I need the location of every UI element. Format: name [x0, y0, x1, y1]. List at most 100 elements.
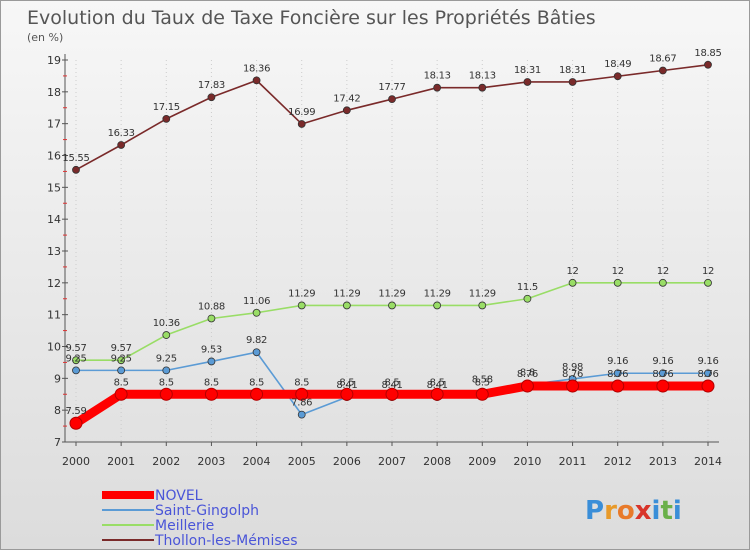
data-point [658, 66, 667, 75]
y-tick-label: 8 [54, 404, 61, 417]
data-point [388, 95, 396, 104]
data-point [162, 366, 171, 375]
data-label: 8.41 [381, 380, 402, 391]
data-point [72, 165, 80, 174]
data-point [613, 278, 622, 287]
legend-entry: NOVEL [155, 488, 203, 504]
data-label: 8.5 [339, 377, 354, 388]
data-label: 8.58 [472, 375, 493, 386]
data-label: 9.82 [246, 335, 267, 346]
data-label: 8.41 [336, 380, 357, 391]
data-point [523, 78, 532, 86]
data-point [207, 357, 216, 366]
data-point [611, 379, 625, 393]
data-label: 8.98 [562, 362, 583, 373]
series-group [69, 60, 715, 430]
data-point [656, 379, 670, 393]
data-point [250, 387, 264, 401]
data-point [252, 308, 261, 317]
data-label: 8.76 [607, 369, 628, 380]
data-label: 7.59 [65, 406, 86, 417]
legend-entry: Thollon-les-Mémises [154, 533, 298, 549]
data-label: 15.55 [62, 153, 89, 164]
y-tick-label: 10 [47, 341, 61, 354]
data-label: 18.13 [469, 71, 496, 82]
logo-letter: P [585, 496, 604, 526]
x-tick-label: 2013 [649, 455, 677, 468]
data-label: 9.57 [65, 343, 86, 354]
data-label: 18.31 [559, 65, 586, 76]
data-point [252, 348, 261, 357]
x-tick-label: 2005 [288, 455, 316, 468]
x-tick-label: 2001 [107, 455, 135, 468]
data-label: 18.85 [694, 48, 721, 59]
data-label: 12 [657, 266, 669, 277]
data-label: 8.5 [384, 377, 399, 388]
data-label: 18.49 [604, 59, 631, 70]
y-tick-label: 14 [47, 213, 61, 226]
data-label: 10.88 [198, 301, 225, 312]
y-tick-label: 7 [54, 436, 61, 449]
data-point [520, 379, 534, 393]
data-label: 12 [567, 266, 579, 277]
data-point [478, 301, 487, 310]
x-tick-label: 2008 [423, 455, 451, 468]
data-label: 11.29 [469, 288, 496, 299]
data-point [117, 356, 126, 365]
data-point [704, 369, 712, 378]
x-tick-label: 2003 [197, 455, 225, 468]
data-label: 18.13 [424, 71, 451, 82]
y-tick-label: 11 [47, 309, 61, 322]
data-label: 8.41 [427, 380, 448, 391]
data-label: 17.42 [333, 93, 360, 104]
chart-subtitle: (en %) [27, 31, 63, 44]
data-label: 9.16 [607, 356, 628, 367]
data-label: 12 [612, 266, 624, 277]
data-label: 8.76 [562, 369, 583, 380]
data-label: 11.29 [333, 288, 360, 299]
data-point [613, 369, 622, 378]
data-label: 11.29 [378, 288, 405, 299]
data-label: 17.77 [378, 82, 405, 93]
data-labels: 7.598.5 8.5 8.5 8.5 8.5 8.5 8.5 8.5 8.58.76 8.76 8… [62, 48, 721, 417]
data-point [297, 120, 306, 128]
logo-letter: i [652, 496, 661, 526]
data-point [340, 387, 354, 401]
y-tick-label: 18 [47, 86, 61, 99]
x-tick-label: 2000 [62, 455, 90, 468]
data-label: 8.5 [159, 377, 174, 388]
x-tick-label: 2007 [378, 455, 406, 468]
data-label: 10.36 [153, 318, 180, 329]
data-label: 8.5 [475, 377, 490, 388]
data-label: 9.53 [201, 344, 222, 355]
logo-letter: i [673, 496, 682, 526]
legend-entry: Meillerie [155, 518, 214, 534]
data-point [658, 278, 667, 287]
data-point [523, 294, 532, 303]
data-point [295, 387, 309, 401]
x-tick-label: 2006 [333, 455, 361, 468]
legend-entry: Saint-Gingolph [155, 503, 259, 519]
data-point [433, 301, 442, 310]
data-label: 8.5 [114, 377, 129, 388]
x-tick-label: 2009 [468, 455, 496, 468]
data-label: 11.06 [243, 296, 270, 307]
logo-letter: o [617, 496, 635, 526]
x-tick-label: 2002 [152, 455, 180, 468]
data-point [72, 366, 80, 375]
x-tick-label: 2004 [243, 455, 271, 468]
data-point [701, 379, 715, 393]
data-label: 16.99 [288, 107, 315, 118]
y-tick-label: 12 [47, 277, 61, 290]
data-label: 12 [702, 266, 714, 277]
data-label: 18.36 [243, 63, 270, 74]
data-label: 18.31 [514, 65, 541, 76]
data-label: 8.5 [204, 377, 219, 388]
logo-letter: t [660, 496, 672, 526]
data-label: 18.67 [649, 54, 676, 65]
x-tick-label: 2014 [694, 455, 722, 468]
chart-title: Evolution du Taux de Taxe Foncière sur l… [27, 7, 596, 29]
y-tick-label: 19 [47, 54, 61, 67]
data-point [704, 278, 712, 287]
